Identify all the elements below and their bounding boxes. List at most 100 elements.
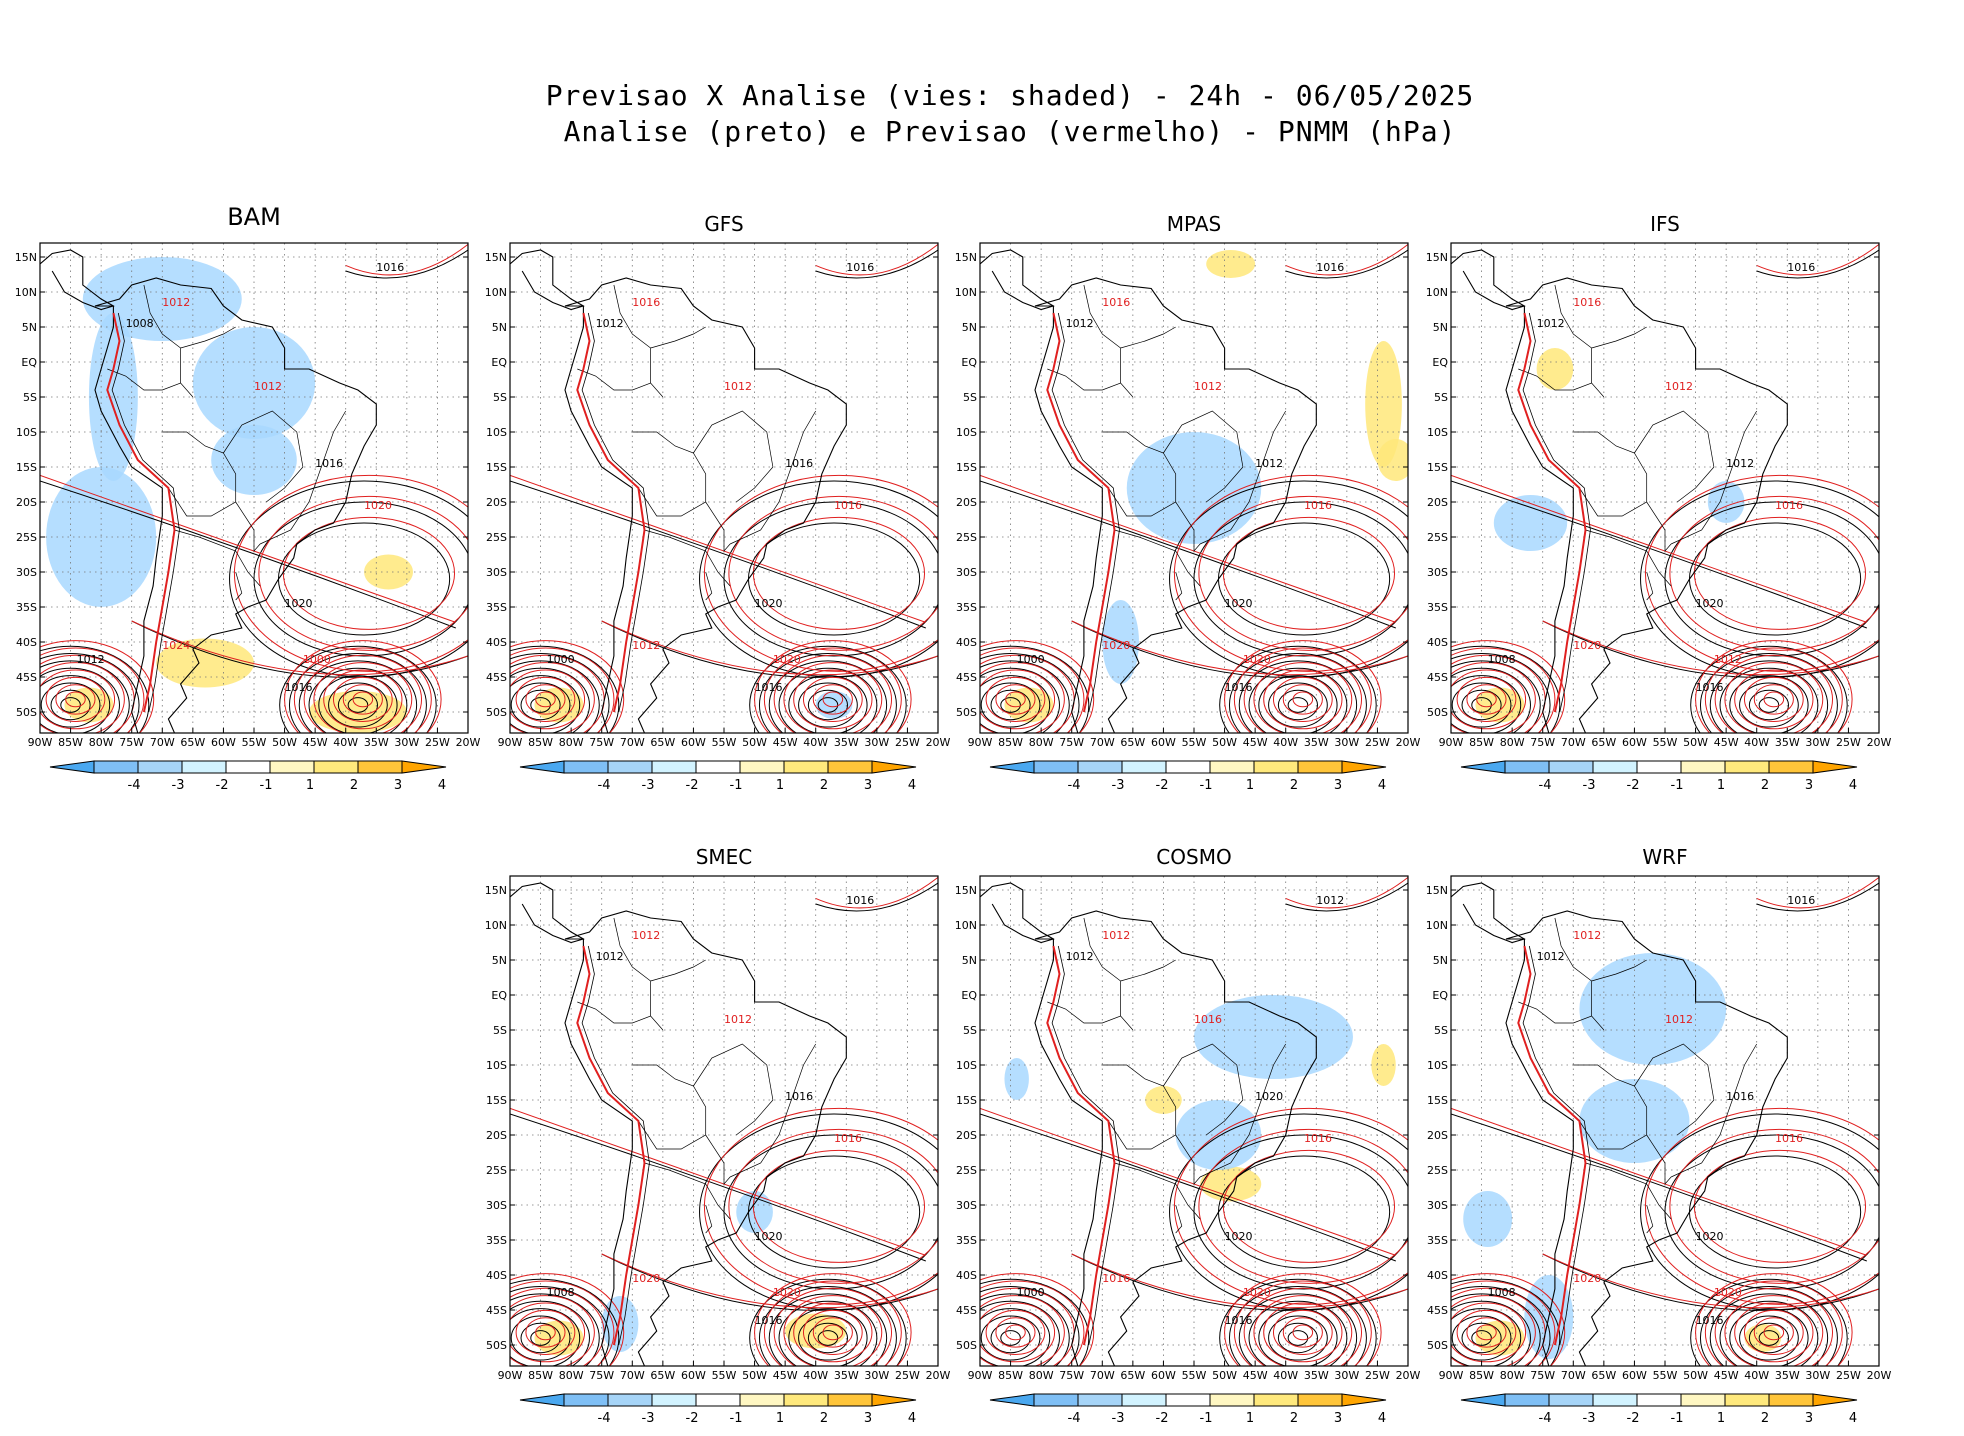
lon-label: 40W <box>803 1369 828 1382</box>
colorbar-label: -4 <box>1539 778 1552 793</box>
lat-label: 45S <box>486 671 507 684</box>
lat-label: 20S <box>486 1129 507 1142</box>
colorbar-label: 4 <box>908 778 916 793</box>
contour-label: 1012 <box>1665 380 1693 393</box>
contour-label: 1016 <box>1775 1132 1803 1145</box>
contour-label: 1016 <box>1304 1132 1332 1145</box>
colorbar-label: -1 <box>1671 778 1684 793</box>
lon-label: 60W <box>681 736 706 749</box>
lon-label: 25W <box>1365 736 1390 749</box>
lon-label: 55W <box>1182 736 1207 749</box>
contour-label: 1016 <box>1102 296 1130 309</box>
contour-label: 1020 <box>1696 1230 1724 1243</box>
lon-label: 60W <box>1622 736 1647 749</box>
lon-label: 90W <box>28 736 53 749</box>
lat-label: 10S <box>486 426 507 439</box>
lat-label: 30S <box>486 1199 507 1212</box>
land-outline <box>1451 882 1788 1366</box>
lat-label: 50S <box>956 1339 977 1352</box>
lat-label: 15N <box>955 884 977 897</box>
lat-label: 5S <box>1434 391 1448 404</box>
lon-label: 80W <box>89 736 114 749</box>
lat-label: 35S <box>1427 1234 1448 1247</box>
lat-label: 25S <box>1427 1164 1448 1177</box>
negative-bias-area <box>1463 1191 1513 1247</box>
land-outline <box>40 249 377 733</box>
positive-bias-area <box>1206 250 1256 278</box>
contour-label: 1016 <box>785 1090 813 1103</box>
lat-label: 50S <box>1427 706 1448 719</box>
colorbar-label: -1 <box>1200 1411 1213 1426</box>
colorbar-label: 4 <box>1378 778 1386 793</box>
colorbar-label: 2 <box>1290 1411 1298 1426</box>
lat-label: 5N <box>492 321 507 334</box>
colorbar-label: -4 <box>598 778 611 793</box>
colorbar-label: -1 <box>260 778 273 793</box>
lat-label: 5N <box>492 954 507 967</box>
lon-label: 75W <box>589 736 614 749</box>
contour-label: 1020 <box>1714 1286 1742 1299</box>
lat-label: 15N <box>955 251 977 264</box>
lat-label: 25S <box>1427 531 1448 544</box>
negative-bias-area <box>88 313 138 481</box>
contour-label: 1016 <box>315 457 343 470</box>
lon-label: 70W <box>1090 736 1115 749</box>
lat-label: 5N <box>962 321 977 334</box>
panel-title: WRF <box>1642 845 1687 869</box>
lon-label: 65W <box>1120 1369 1145 1382</box>
land-outline <box>510 882 847 1366</box>
lon-label: 35W <box>834 736 859 749</box>
isobars <box>1451 877 1879 1366</box>
lon-label: 40W <box>1273 1369 1298 1382</box>
contour-label: 1016 <box>1696 1314 1724 1327</box>
lat-label: 5N <box>1433 954 1448 967</box>
contour-label: 1016 <box>1573 296 1601 309</box>
colorbar-label: -1 <box>1671 1411 1684 1426</box>
lon-label: 80W <box>1029 736 1054 749</box>
lat-label: 25S <box>486 531 507 544</box>
contour-label: 1000 <box>303 653 331 666</box>
contour-label: 1012 <box>254 380 282 393</box>
lon-label: 20W <box>1396 736 1421 749</box>
panel-mpas: MPAS 1016 1016 1012 1012 1012 1016 1020 1020 1000… <box>955 205 1448 797</box>
lat-label: 25S <box>486 1164 507 1177</box>
lat-label: 15N <box>485 884 507 897</box>
lat-label: 45S <box>956 1304 977 1317</box>
lon-label: 20W <box>456 736 481 749</box>
lat-label: 10N <box>1426 919 1448 932</box>
negative-bias-area <box>1194 995 1353 1079</box>
contour-label: 1012 <box>1537 950 1565 963</box>
negative-bias-area <box>1004 1058 1029 1100</box>
lat-label: 5N <box>962 954 977 967</box>
colorbar-label: 2 <box>1290 778 1298 793</box>
contour-label: 1020 <box>1243 1286 1271 1299</box>
lat-label: 40S <box>486 1269 507 1282</box>
lon-label: 80W <box>1500 736 1525 749</box>
lon-label: 55W <box>1653 1369 1678 1382</box>
contour-label: 1020 <box>755 1230 783 1243</box>
lon-label: 75W <box>119 736 144 749</box>
contour-label: 1008 <box>1488 653 1516 666</box>
lon-label: 30W <box>1805 736 1830 749</box>
lat-label: 5S <box>963 1024 977 1037</box>
lon-label: 35W <box>1775 736 1800 749</box>
land-outline <box>1451 249 1788 733</box>
lat-label: 35S <box>16 601 37 614</box>
contour-label: 1012 <box>632 639 660 652</box>
lon-label: 30W <box>1805 1369 1830 1382</box>
colorbar: -4 -3 -2 -1 1 2 3 4 <box>519 760 916 793</box>
colorbar-label: -2 <box>686 778 699 793</box>
colorbar: -4 -3 -2 -1 1 2 3 4 <box>989 1393 1386 1426</box>
contour-label: 1008 <box>1488 1286 1516 1299</box>
lon-label: 90W <box>968 736 993 749</box>
lon-label: 40W <box>1273 736 1298 749</box>
panel-bam: BAM 1016 1012 1008 1012 1016 1020 1020 1024 1012 1… <box>15 203 508 797</box>
colorbar: -4 -3 -2 -1 1 2 3 4 <box>519 1393 916 1426</box>
contour-label: 1012 <box>1573 929 1601 942</box>
colorbar-label: 3 <box>1334 778 1342 793</box>
lat-label: 15N <box>15 251 37 264</box>
title-line-1: Previsao X Analise (vies: shaded) - 24h … <box>545 79 1475 112</box>
colorbar-label: -2 <box>216 778 229 793</box>
land-outline <box>510 249 847 733</box>
lon-label: 70W <box>150 736 175 749</box>
